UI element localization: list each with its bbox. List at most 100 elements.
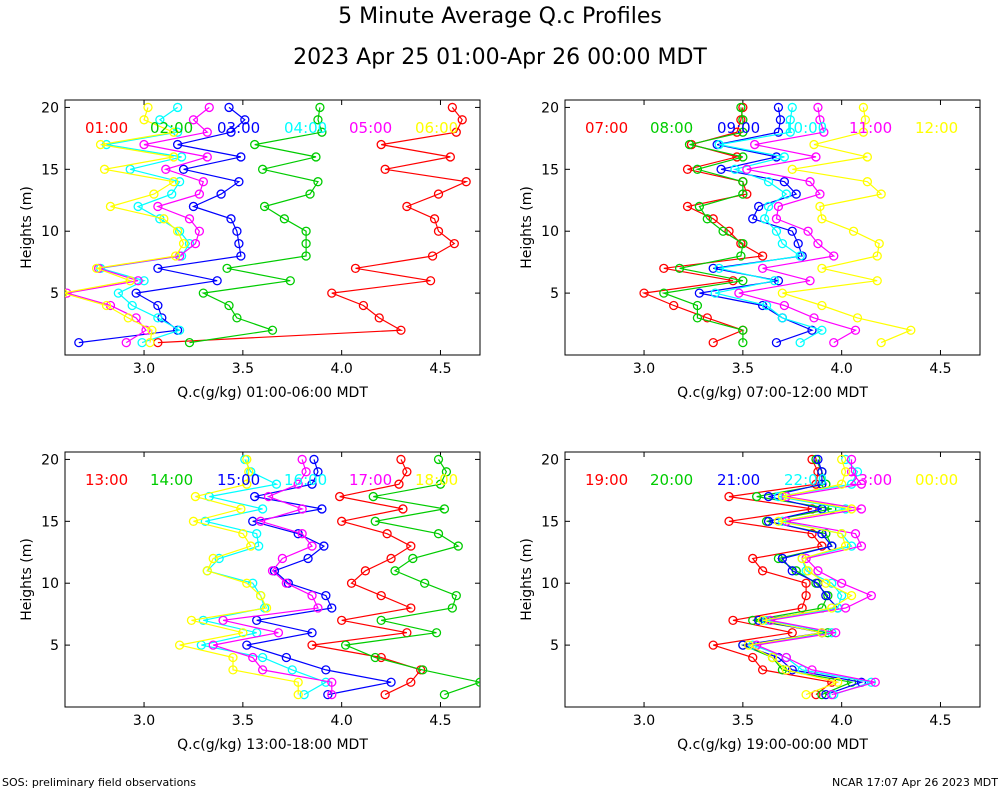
data-point-1700 <box>218 615 228 625</box>
legend-label-0800: 08:00 <box>650 119 693 137</box>
data-point-1400 <box>418 665 428 675</box>
y-tick-label: 5 <box>550 286 559 302</box>
data-point-2300 <box>870 677 880 687</box>
data-point-0000 <box>840 467 851 477</box>
data-point-0300 <box>236 251 246 261</box>
data-point-0300 <box>240 115 250 125</box>
data-point-0500 <box>194 226 205 236</box>
legend-label-0300: 03:00 <box>217 119 260 137</box>
y-tick-label: 10 <box>541 224 559 240</box>
data-point-1400 <box>370 516 380 526</box>
data-point-0100 <box>445 152 456 162</box>
plot-area <box>708 454 880 700</box>
data-point-1100 <box>809 313 819 323</box>
series-line-0100 <box>157 107 469 344</box>
legend-label-1700: 17:00 <box>349 471 392 489</box>
series-line-1300 <box>311 459 422 696</box>
data-point-1900 <box>708 640 718 650</box>
data-point-1900 <box>757 566 768 576</box>
data-point-0900 <box>779 177 790 187</box>
series-line-1200 <box>782 107 913 344</box>
data-point-0000 <box>757 615 768 625</box>
x-tick-label: 4.5 <box>929 713 951 729</box>
series-line-0800 <box>661 107 744 343</box>
footer-timestamp: NCAR 17:07 Apr 26 2023 MDT <box>832 776 998 789</box>
data-point-0300 <box>74 337 84 348</box>
data-point-1500 <box>242 640 252 650</box>
legend-label-2100: 21:00 <box>717 471 760 489</box>
data-point-1200 <box>777 288 788 298</box>
data-point-1400 <box>439 689 450 700</box>
data-point-0200 <box>285 276 295 286</box>
data-point-1100 <box>811 152 821 162</box>
data-point-0300 <box>212 276 222 286</box>
data-point-1300 <box>382 529 392 539</box>
data-point-0500 <box>65 288 72 298</box>
data-point-0200 <box>317 127 327 137</box>
legend-label-2300: 23:00 <box>849 471 892 489</box>
data-point-0600 <box>159 214 169 224</box>
data-point-0800 <box>702 214 712 224</box>
data-point-1700 <box>307 541 317 551</box>
data-point-1300 <box>307 640 317 650</box>
y-tick-label: 15 <box>41 162 59 178</box>
data-point-0600 <box>169 127 179 137</box>
data-point-1700 <box>248 652 258 663</box>
data-point-0200 <box>301 238 311 249</box>
legend-label-1100: 11:00 <box>849 119 892 137</box>
data-point-0600 <box>169 177 179 187</box>
data-point-1500 <box>321 665 331 675</box>
data-point-0800 <box>738 276 748 286</box>
data-point-0000 <box>846 590 857 601</box>
data-point-0600 <box>178 238 189 249</box>
data-point-1400 <box>340 640 351 650</box>
data-point-0100 <box>449 238 459 249</box>
data-point-1100 <box>850 325 861 335</box>
y-tick-label: 5 <box>50 638 59 654</box>
data-point-0600 <box>95 139 106 150</box>
data-point-0200 <box>311 152 321 162</box>
data-point-1200 <box>860 115 871 125</box>
legend-label-1500: 15:00 <box>217 471 260 489</box>
data-point-0800 <box>692 164 703 174</box>
data-point-0100 <box>327 288 337 298</box>
data-point-1900 <box>801 578 811 588</box>
series-line-0600 <box>65 107 185 343</box>
data-point-0000 <box>801 689 811 700</box>
data-point-2100 <box>777 553 788 564</box>
x-axis-label: Q.c(g/kg) 13:00-18:00 MDT <box>177 737 368 753</box>
data-point-1400 <box>368 491 378 502</box>
data-point-0200 <box>301 251 311 261</box>
data-point-1000 <box>785 115 795 125</box>
data-point-1700 <box>273 628 284 638</box>
x-tick-label: 4.5 <box>429 713 451 729</box>
data-point-2300 <box>840 603 851 613</box>
data-point-1800 <box>236 504 246 514</box>
data-point-1400 <box>447 603 457 613</box>
data-point-0600 <box>123 313 133 323</box>
data-point-0500 <box>188 115 199 125</box>
data-point-0200 <box>259 201 270 212</box>
data-point-1700 <box>297 504 307 514</box>
data-point-1200 <box>809 139 819 150</box>
data-point-1500 <box>281 652 291 663</box>
data-point-0800 <box>692 300 703 311</box>
x-tick-label: 4.0 <box>831 713 853 729</box>
data-point-1100 <box>773 201 784 212</box>
plot-area <box>174 454 480 700</box>
legend-label-0000: 00:00 <box>915 471 958 489</box>
data-point-0700 <box>669 300 679 311</box>
x-tick-label: 4.5 <box>429 361 451 377</box>
data-point-1300 <box>335 491 345 502</box>
data-point-0100 <box>427 251 438 261</box>
data-point-1700 <box>327 689 337 700</box>
data-point-0600 <box>101 300 112 311</box>
data-point-0500 <box>139 139 149 150</box>
data-point-0400 <box>172 102 183 113</box>
data-point-1500 <box>321 590 331 601</box>
data-point-0300 <box>153 300 163 311</box>
data-point-0200 <box>313 177 323 187</box>
data-point-0900 <box>716 164 726 174</box>
data-point-1500 <box>317 504 327 514</box>
data-point-1600 <box>271 479 282 489</box>
